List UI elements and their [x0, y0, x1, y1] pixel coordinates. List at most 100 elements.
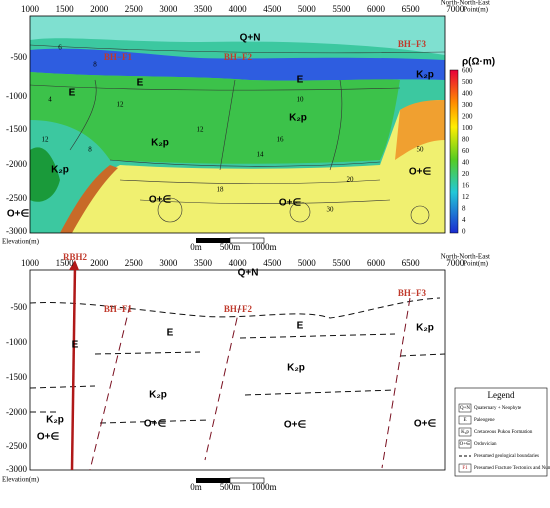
colorbar-tick-label: 200	[462, 113, 473, 121]
contour-label: 30	[327, 206, 335, 214]
legend-swatch	[458, 415, 472, 425]
unit-label: E	[137, 78, 144, 89]
x-tick-label: 1000	[21, 4, 40, 14]
colorbar-tick-label: 600	[462, 67, 473, 75]
unit-label: O+∈	[7, 209, 30, 220]
contour-label: 16	[277, 136, 285, 144]
y-tick-label: -2500	[6, 441, 27, 451]
unit-label: E	[167, 328, 174, 339]
x-tick-label: 5000	[298, 4, 317, 14]
y-tick-label: -1500	[6, 372, 27, 382]
contour-label: 18	[217, 186, 225, 194]
direction: North-North-East	[441, 253, 490, 261]
unit-label: K₂p	[151, 138, 169, 149]
contour-label: 20	[347, 176, 355, 184]
x-tick-label: 5000	[298, 258, 317, 268]
frame	[29, 15, 446, 234]
borehole	[70, 264, 77, 471]
x-tick-label: 3000	[159, 4, 178, 14]
colorbar-tick-label: 8	[462, 205, 466, 213]
x-tick-label: 7000	[446, 4, 465, 14]
x-tick-label: 3500	[194, 258, 213, 268]
legend-symbol: K₂p	[461, 430, 469, 435]
unit-label: K₂p	[46, 415, 64, 426]
x-tick-label: 4500	[263, 258, 282, 268]
legend-text: Paleogene	[474, 418, 495, 423]
contour-label: 12	[42, 136, 50, 144]
legend-swatch	[458, 403, 472, 413]
colorbar-tick-label: 400	[462, 90, 473, 98]
fault-label: BH−F2	[224, 52, 253, 62]
fault-label: RBH2	[63, 252, 88, 262]
legend-text: Presumed Fracture Tectonics and Numberin…	[474, 466, 550, 471]
legend-symbol: E	[463, 418, 466, 423]
fracture-lines	[89, 297, 411, 471]
y-tick-label: -500	[11, 52, 28, 62]
contour-label: 8	[93, 61, 97, 69]
unit-label: O+∈	[37, 432, 60, 443]
high-zone	[395, 100, 445, 160]
scale-label: 1000m	[251, 482, 276, 492]
legend-symbol: O+∈	[460, 441, 471, 447]
scale-bar	[196, 477, 265, 484]
contour-label: 6	[58, 44, 62, 52]
y-tick-label: -2000	[6, 159, 27, 169]
low-band	[30, 48, 445, 81]
x-tick-label: 2500	[125, 4, 144, 14]
scale-bar	[196, 237, 265, 244]
scale-label: 1000m	[251, 242, 276, 252]
scale-label: 0m	[190, 482, 202, 492]
x-tick-label: 2000	[90, 4, 109, 14]
contours	[29, 44, 446, 225]
scale-label: 500m	[220, 242, 241, 252]
x-tick-label: 1500	[56, 258, 75, 268]
colorbar-tick-label: 4	[462, 216, 466, 224]
x-tick-label: 3000	[159, 258, 178, 268]
upper-layer	[30, 16, 445, 55]
x-tick-label: 7000	[446, 258, 465, 268]
unit-label: Q+N	[238, 268, 259, 279]
y-tick-label: -2000	[6, 407, 27, 417]
unit-label: E	[72, 340, 79, 351]
x-tick-label: 4000	[229, 4, 248, 14]
unit-label: O+∈	[409, 167, 432, 178]
unit-label: O+∈	[284, 420, 307, 431]
x-tick-label: 4500	[263, 4, 282, 14]
legend-text: Quaternary + Neophyte	[474, 406, 522, 411]
high-layer	[60, 100, 445, 233]
x-tick-label: 6500	[402, 4, 421, 14]
y-tick-label: -3000	[6, 226, 27, 236]
colorbar-tick-label: 12	[462, 193, 470, 201]
unit-label: E	[297, 75, 304, 86]
frame	[29, 269, 446, 471]
colorbar-tick-label: 0	[462, 228, 466, 236]
unit-label: K₂p	[416, 70, 434, 81]
contour-label: 8	[88, 146, 92, 154]
fault-label: BH−F2	[224, 304, 253, 314]
mid-layer	[30, 72, 400, 164]
y-axis-label: Elevation(m)	[2, 238, 40, 246]
legend-text: Ordovician	[474, 442, 497, 447]
y-tick-label: -2500	[6, 193, 27, 203]
colorbar-tick-label: 100	[462, 124, 473, 132]
unit-label: O+∈	[279, 198, 302, 209]
fault-label: BH−F3	[398, 39, 427, 49]
x-tick-label: 3500	[194, 4, 213, 14]
y-tick-label: -1500	[6, 124, 27, 134]
contour-label: 4	[48, 96, 52, 104]
scale-label: 500m	[220, 482, 241, 492]
y-tick-label: -500	[11, 302, 28, 312]
unit-label: E	[69, 88, 76, 99]
legend-swatch	[458, 427, 472, 437]
y-axis-label: Elevation(m)	[2, 476, 40, 484]
x-tick-label: 1500	[56, 4, 75, 14]
colorbar-tick-label: 80	[462, 136, 470, 144]
unit-label: O+∈	[414, 419, 437, 430]
x-tick-label: 1000	[21, 258, 40, 268]
contour-label: 14	[257, 151, 265, 159]
legend-symbol: F1	[462, 466, 468, 471]
legend-title: Legend	[488, 390, 515, 400]
contour-label: 50	[417, 146, 425, 154]
x-axis-unit: Point(m)	[463, 260, 489, 268]
